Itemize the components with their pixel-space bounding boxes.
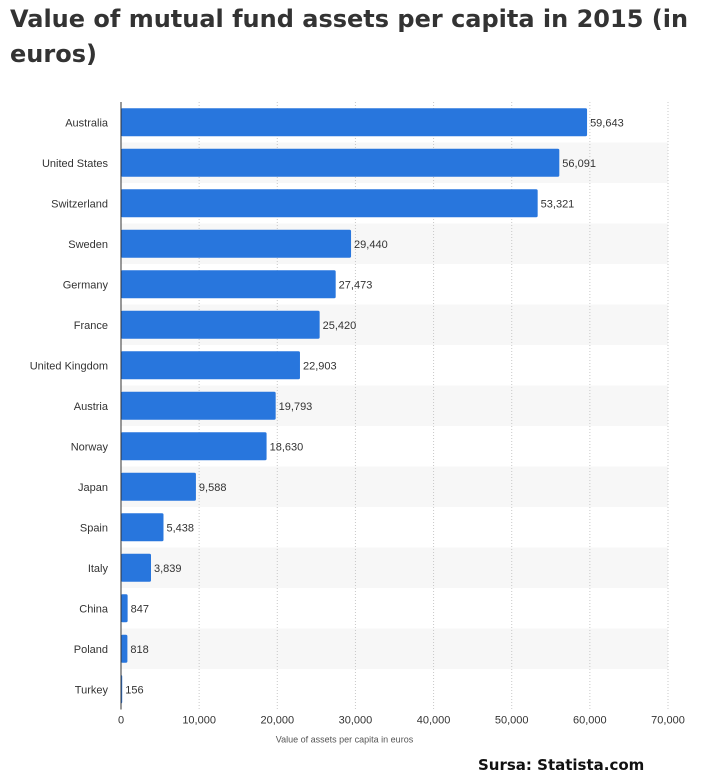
- x-tick-label: 20,000: [260, 715, 294, 727]
- value-label: 818: [130, 644, 148, 656]
- category-label: France: [74, 320, 108, 332]
- category-label: United Kingdom: [30, 360, 108, 372]
- row-stripe: [121, 628, 668, 669]
- bar: [121, 513, 164, 542]
- x-tick-label: 10,000: [182, 715, 216, 727]
- value-label: 29,440: [354, 239, 388, 251]
- category-label: China: [79, 603, 109, 615]
- category-label: Italy: [88, 563, 109, 575]
- category-label: United States: [42, 158, 109, 170]
- category-label: Norway: [71, 441, 109, 453]
- category-label: Australia: [65, 117, 109, 129]
- x-tick-labels: 0 10,000 20,000 30,000 40,000 50,000 60,000 70,…: [118, 715, 685, 727]
- row-stripe: [121, 466, 668, 507]
- category-label: Japan: [78, 482, 108, 494]
- bar: [121, 634, 128, 663]
- category-label: Austria: [74, 401, 109, 413]
- bar: [121, 270, 336, 299]
- value-label: 18,630: [270, 441, 304, 453]
- row-stripe: [121, 547, 668, 588]
- value-labels: 59,643 56,091 53,321 29,440 27,473 25,420 22,9…: [125, 117, 624, 696]
- bar: [121, 148, 560, 177]
- x-tick-label: 30,000: [339, 715, 373, 727]
- value-label: 847: [131, 603, 149, 615]
- bar: [121, 229, 352, 258]
- bar: [121, 189, 538, 218]
- x-tick-label: 70,000: [651, 715, 685, 727]
- x-tick-label: 40,000: [417, 715, 451, 727]
- value-label: 19,793: [279, 401, 313, 413]
- category-label: Sweden: [68, 239, 108, 251]
- bar: [121, 432, 267, 461]
- value-label: 156: [125, 684, 143, 696]
- value-label: 53,321: [541, 198, 575, 210]
- bar: [121, 594, 128, 623]
- category-label: Switzerland: [51, 198, 108, 210]
- bar: [121, 108, 588, 137]
- x-axis-label: Value of assets per capita in euros: [276, 735, 414, 745]
- x-tick-label: 60,000: [573, 715, 607, 727]
- source-credit: Sursa: Statista.com: [478, 756, 645, 774]
- category-label: Poland: [74, 644, 108, 656]
- value-label: 9,588: [199, 482, 227, 494]
- bar: [121, 310, 320, 339]
- bar: [121, 553, 151, 582]
- value-label: 3,839: [154, 563, 182, 575]
- category-labels: Australia United States Switzerland Sweden G…: [30, 117, 109, 696]
- category-label: Turkey: [75, 684, 109, 696]
- value-label: 5,438: [166, 522, 194, 534]
- category-label: Germany: [63, 279, 109, 291]
- x-tick-label: 0: [118, 715, 124, 727]
- value-label: 56,091: [562, 158, 596, 170]
- x-tick-label: 50,000: [495, 715, 529, 727]
- chart-title: Value of mutual fund assets per capita i…: [10, 5, 689, 68]
- value-label: 22,903: [303, 360, 337, 372]
- bar: [121, 391, 276, 420]
- category-label: Spain: [80, 522, 108, 534]
- value-label: 59,643: [590, 117, 624, 129]
- bars: [121, 108, 588, 704]
- value-label: 27,473: [339, 279, 373, 291]
- bar: [121, 472, 196, 501]
- bar: [121, 351, 300, 380]
- value-label: 25,420: [323, 320, 357, 332]
